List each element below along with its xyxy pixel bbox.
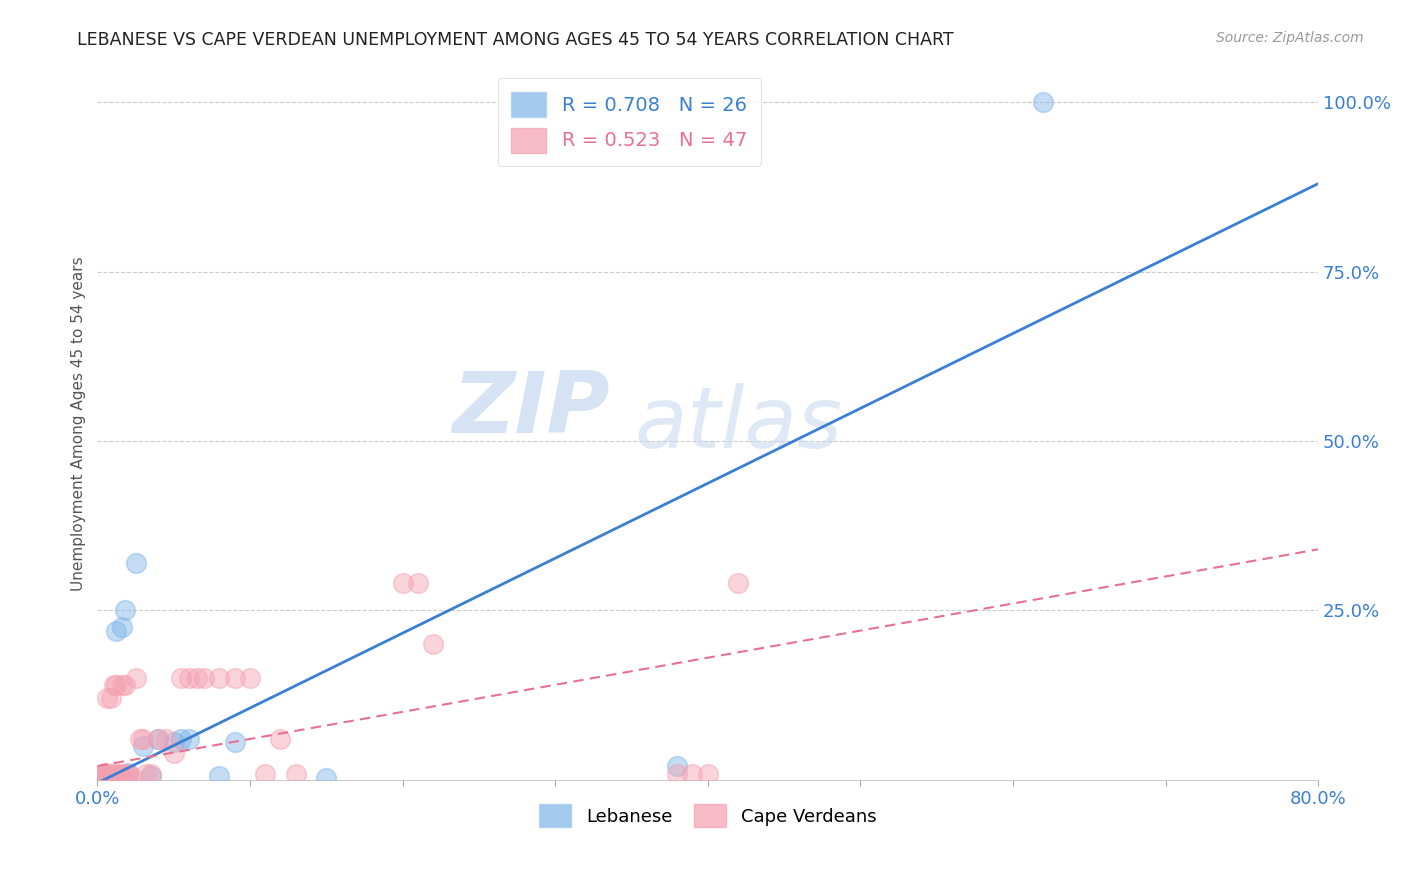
Point — [87, 771, 110, 785]
Point — [391, 576, 413, 591]
Point — [110, 767, 132, 781]
Point — [129, 731, 152, 746]
Point — [114, 603, 136, 617]
Point — [101, 769, 124, 783]
Point — [139, 767, 162, 781]
Point — [132, 739, 155, 753]
Point — [117, 767, 139, 781]
Point — [94, 765, 117, 780]
Point — [94, 769, 117, 783]
Point — [170, 671, 193, 685]
Point — [177, 731, 200, 746]
Legend: Lebanese, Cape Verdeans: Lebanese, Cape Verdeans — [531, 797, 884, 835]
Point — [666, 767, 689, 781]
Text: atlas: atlas — [634, 383, 842, 466]
Point — [93, 768, 115, 782]
Point — [90, 769, 112, 783]
Point — [422, 637, 444, 651]
Point — [96, 691, 118, 706]
Point — [89, 770, 111, 784]
Point — [406, 576, 429, 591]
Point — [93, 771, 115, 785]
Point — [163, 735, 186, 749]
Point — [163, 746, 186, 760]
Point — [177, 671, 200, 685]
Point — [97, 767, 120, 781]
Point — [148, 731, 170, 746]
Point — [269, 731, 291, 746]
Point — [117, 765, 139, 780]
Point — [101, 767, 124, 781]
Point — [94, 767, 117, 781]
Point — [666, 759, 689, 773]
Point — [208, 769, 231, 783]
Point — [170, 731, 193, 746]
Point — [112, 767, 135, 781]
Y-axis label: Unemployment Among Ages 45 to 54 years: Unemployment Among Ages 45 to 54 years — [72, 257, 86, 591]
Point — [115, 767, 138, 781]
Point — [104, 678, 127, 692]
Point — [315, 771, 337, 785]
Point — [132, 731, 155, 746]
Point — [107, 768, 129, 782]
Point — [135, 767, 157, 781]
Point — [682, 767, 704, 781]
Point — [90, 770, 112, 784]
Point — [284, 767, 307, 781]
Point — [1032, 95, 1054, 110]
Point — [208, 671, 231, 685]
Point — [148, 731, 170, 746]
Point — [254, 767, 277, 781]
Point — [124, 556, 146, 570]
Point — [696, 767, 718, 781]
Point — [98, 771, 121, 785]
Point — [98, 767, 121, 781]
Point — [97, 769, 120, 783]
Point — [89, 769, 111, 783]
Point — [87, 771, 110, 785]
Point — [224, 735, 246, 749]
Point — [193, 671, 215, 685]
Point — [155, 731, 177, 746]
Point — [114, 678, 136, 692]
Point — [111, 620, 134, 634]
Text: LEBANESE VS CAPE VERDEAN UNEMPLOYMENT AMONG AGES 45 TO 54 YEARS CORRELATION CHAR: LEBANESE VS CAPE VERDEAN UNEMPLOYMENT AM… — [77, 31, 953, 49]
Point — [100, 691, 122, 706]
Point — [104, 624, 127, 638]
Point — [239, 671, 262, 685]
Point — [186, 671, 208, 685]
Point — [120, 768, 142, 782]
Text: ZIP: ZIP — [453, 368, 610, 451]
Point — [96, 770, 118, 784]
Point — [107, 769, 129, 783]
Point — [727, 576, 749, 591]
Point — [139, 769, 162, 783]
Point — [105, 767, 128, 781]
Point — [224, 671, 246, 685]
Point — [103, 678, 125, 692]
Point — [111, 678, 134, 692]
Point — [124, 671, 146, 685]
Text: Source: ZipAtlas.com: Source: ZipAtlas.com — [1216, 31, 1364, 45]
